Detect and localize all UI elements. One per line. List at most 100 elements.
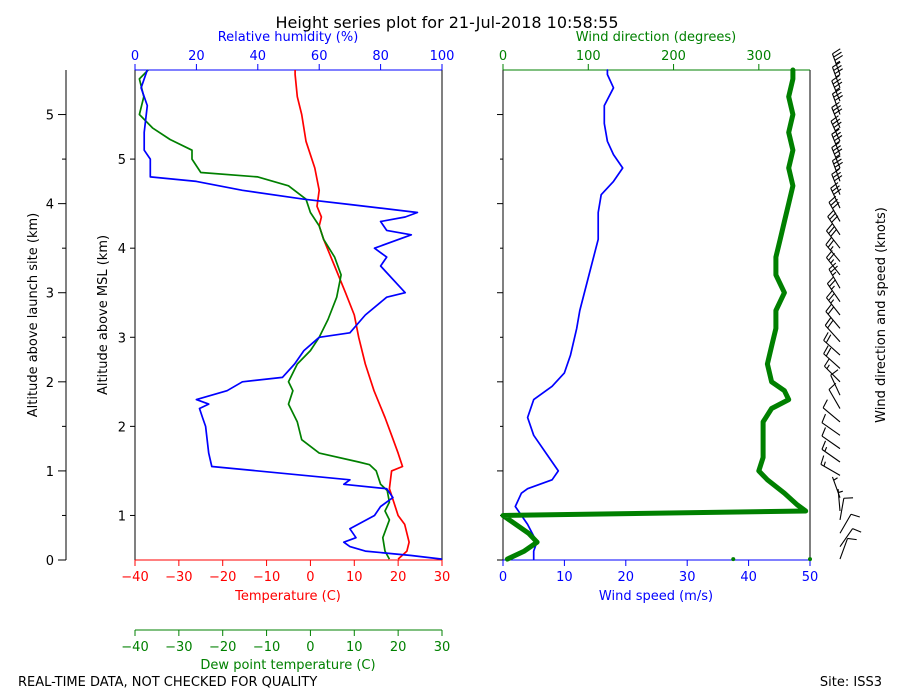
- left-panel: 0 1 2 3 4 5 Altitude above launch site (km) A…: [26, 30, 454, 673]
- dewpoint-tick-label: −40: [121, 640, 148, 655]
- wind-barb-feather: [830, 228, 838, 237]
- wind-barb-feather: [850, 513, 860, 518]
- wind-barb-staff: [831, 107, 841, 129]
- temperature-tick-label: 0: [306, 570, 314, 585]
- wind-barb-feather: [828, 279, 837, 287]
- dewpoint-tick-label: 20: [390, 640, 407, 655]
- wind-barb-staff: [821, 448, 841, 463]
- wind-barb: [820, 455, 841, 476]
- wind-barb-half-feather: [835, 154, 840, 158]
- wind-barb: [825, 237, 841, 262]
- wind-barb-staff: [822, 407, 841, 423]
- site-label: Site: ISS3: [820, 675, 882, 690]
- dewpoint-tick-label: 0: [306, 640, 314, 655]
- direction-tick-label: 0: [499, 49, 507, 64]
- wind-barb: [823, 332, 841, 356]
- wind-barb-feather: [830, 369, 839, 376]
- wind-barb-staff: [831, 147, 841, 169]
- wind-barb: [831, 75, 843, 102]
- wind-barb-staff: [824, 325, 841, 343]
- wind-barb-staff: [839, 528, 854, 547]
- msl-altitude-tick-label: 4: [118, 242, 126, 257]
- wind-barb-feather: [834, 175, 843, 182]
- wind-barb-feather: [834, 108, 843, 115]
- wind-barb-staff: [831, 80, 841, 102]
- wind-barb-staff: [828, 268, 841, 289]
- temperature-tick-label: 10: [346, 570, 363, 585]
- wind-barb-feather: [834, 81, 843, 88]
- wind-barb-feather: [822, 399, 828, 409]
- wind-barb-staff: [820, 463, 841, 476]
- outer-altitude-tick-label: 4: [46, 198, 54, 213]
- temperature-tick-label: −10: [253, 570, 280, 585]
- msl-altitude-tick-label: 1: [118, 509, 126, 524]
- wind-direction-point: [731, 557, 736, 562]
- wind-barb-feather: [833, 51, 842, 58]
- wind-barb-staff: [824, 365, 841, 383]
- wind-barb-staff: [831, 134, 841, 155]
- wind-barb-feather: [821, 413, 827, 423]
- wind-barb-staff: [831, 53, 841, 75]
- wind-barb-half-feather: [824, 446, 828, 452]
- wind-barb: [821, 427, 841, 450]
- wind-barb-feather: [831, 75, 840, 82]
- direction-axis-label: Wind direction (degrees): [576, 30, 736, 45]
- wind-barb-half-feather: [835, 167, 841, 172]
- wind-barb: [831, 101, 843, 129]
- wind-barb: [823, 345, 841, 369]
- wind-barb-staff: [831, 476, 841, 498]
- humidity-tick-label: 80: [372, 49, 389, 64]
- wind-barb-staff: [830, 120, 841, 142]
- wind-barb-half-feather: [826, 364, 830, 370]
- dewpoint-tick-label: −10: [253, 640, 280, 655]
- wind-barb: [823, 358, 841, 383]
- wind-barb-feather: [832, 105, 841, 112]
- dewpoint-tick-label: −20: [209, 640, 236, 655]
- humidity-tick-label: 20: [188, 49, 205, 64]
- wind-barb-feather: [831, 101, 840, 108]
- humidity-axis-label: Relative humidity (%): [218, 30, 359, 45]
- wind-barb-staff: [827, 216, 841, 236]
- temperature-ticks: −40 −30 −20 −10 0 10 20 30: [121, 560, 450, 585]
- humidity-tick-label: 100: [430, 49, 455, 64]
- dewpoint-tick-label: 10: [346, 640, 363, 655]
- wind-barb-feather: [830, 182, 839, 189]
- direction-ticks: 0 100 200 300: [499, 49, 771, 70]
- wind-barb-feather: [825, 303, 832, 312]
- wind-barb-feather: [832, 78, 841, 85]
- wind-barb-feather: [828, 292, 835, 301]
- wind-barb-feather: [826, 290, 833, 299]
- outer-altitude-tick-label: 1: [46, 465, 54, 480]
- wind-barb-feather: [830, 115, 839, 122]
- wind-barb: [831, 168, 843, 195]
- wind-direction-point: [808, 557, 812, 562]
- wind-barb-feather: [832, 171, 841, 179]
- temperature-tick-label: 20: [390, 570, 407, 585]
- wind-barb-staff: [823, 353, 841, 369]
- wind-barb-staff: [825, 244, 841, 262]
- wind-barb-feather: [830, 265, 838, 273]
- temperature-tick-label: −40: [121, 570, 148, 585]
- wind-barb-feather: [825, 347, 832, 357]
- direction-tick-label: 200: [661, 49, 686, 64]
- temperature-tick-label: 30: [434, 570, 451, 585]
- wind-barb-staff: [839, 538, 849, 560]
- speed-tick-label: 30: [679, 570, 696, 585]
- wind-barb-feather: [827, 306, 835, 315]
- wind-barb-half-feather: [835, 74, 841, 78]
- series-wind-speed-line: [514, 69, 624, 560]
- series-relative-humidity-line: [140, 69, 443, 560]
- wind-barb-feather: [827, 209, 835, 217]
- wind-barb-half-feather: [832, 271, 837, 276]
- wind-barb: [830, 182, 842, 209]
- wind-barb-feather: [834, 54, 843, 61]
- wind-barbs: [820, 48, 862, 560]
- temperature-axis-label: Temperature (C): [234, 589, 341, 604]
- wind-barb: [826, 276, 841, 302]
- wind-barb: [839, 513, 860, 534]
- right-series-layer: [500, 67, 812, 562]
- wind-barb-feather: [828, 262, 837, 270]
- wind-barb-staff: [839, 513, 852, 534]
- wind-barb-half-feather: [835, 140, 840, 145]
- speed-ticks: 0 10 20 30 40 50: [499, 560, 818, 585]
